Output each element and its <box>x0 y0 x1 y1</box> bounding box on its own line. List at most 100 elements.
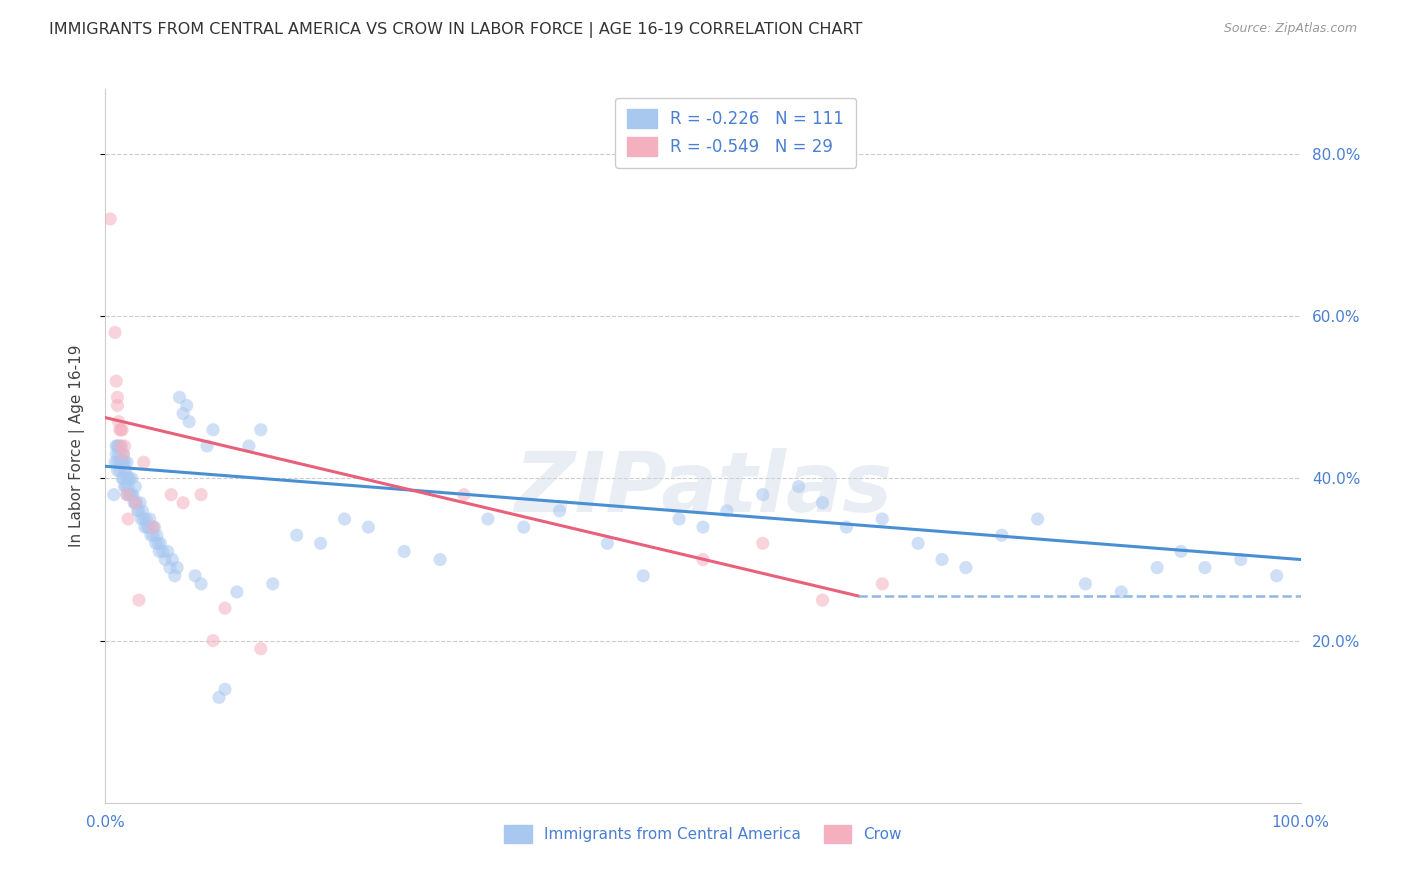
Text: Source: ZipAtlas.com: Source: ZipAtlas.com <box>1223 22 1357 36</box>
Point <box>105 374 128 388</box>
Point <box>110 455 132 469</box>
Point <box>190 577 212 591</box>
Point <box>477 512 499 526</box>
Point <box>250 641 273 656</box>
Point <box>117 512 139 526</box>
Point <box>429 552 451 566</box>
Point <box>117 479 139 493</box>
Point <box>114 479 136 493</box>
Point <box>285 528 308 542</box>
Point <box>1229 552 1251 566</box>
Point <box>163 568 186 582</box>
Point <box>309 536 332 550</box>
Point <box>1111 585 1133 599</box>
Point <box>751 536 773 550</box>
Point <box>811 496 834 510</box>
Point <box>907 536 929 550</box>
Point <box>872 577 894 591</box>
Point <box>146 536 169 550</box>
Point <box>112 455 135 469</box>
Point <box>115 488 138 502</box>
Point <box>195 439 218 453</box>
Point <box>548 504 571 518</box>
Point <box>153 552 177 566</box>
Point <box>955 560 977 574</box>
Point <box>172 407 194 421</box>
Point <box>125 496 148 510</box>
Point <box>184 568 207 582</box>
Point <box>132 455 155 469</box>
Point <box>146 528 169 542</box>
Point <box>751 488 773 502</box>
Point <box>117 471 139 485</box>
Point <box>156 544 179 558</box>
Point <box>110 423 132 437</box>
Point <box>114 463 136 477</box>
Point <box>107 439 129 453</box>
Point <box>162 552 184 566</box>
Point <box>176 399 198 413</box>
Point <box>166 560 188 574</box>
Point <box>107 390 129 404</box>
Point <box>238 439 260 453</box>
Point <box>1026 512 1049 526</box>
Y-axis label: In Labor Force | Age 16-19: In Labor Force | Age 16-19 <box>69 344 84 548</box>
Point <box>225 585 249 599</box>
Point <box>105 439 128 453</box>
Point <box>107 447 129 461</box>
Point <box>98 211 121 226</box>
Point <box>103 488 125 502</box>
Point <box>132 512 155 526</box>
Point <box>142 520 165 534</box>
Point <box>931 552 953 566</box>
Point <box>333 512 356 526</box>
Point <box>114 463 136 477</box>
Point <box>120 488 142 502</box>
Point <box>1170 544 1192 558</box>
Point <box>128 504 150 518</box>
Point <box>142 528 165 542</box>
Point <box>214 682 236 697</box>
Point <box>202 423 225 437</box>
Point <box>190 488 212 502</box>
Point <box>1146 560 1168 574</box>
Point <box>107 399 129 413</box>
Point <box>118 471 141 485</box>
Point <box>128 593 150 607</box>
Text: ZIPatlas: ZIPatlas <box>515 449 891 529</box>
Point <box>145 536 167 550</box>
Point <box>1074 577 1097 591</box>
Point <box>108 423 131 437</box>
Point <box>115 471 138 485</box>
Point <box>108 463 131 477</box>
Point <box>121 471 143 485</box>
Point <box>107 415 129 429</box>
Point <box>692 552 714 566</box>
Point <box>110 447 132 461</box>
Point <box>143 520 166 534</box>
Point <box>108 455 131 469</box>
Point <box>131 504 153 518</box>
Point <box>262 577 284 591</box>
Point <box>104 326 127 340</box>
Point <box>138 520 160 534</box>
Point <box>136 520 159 534</box>
Point <box>392 544 416 558</box>
Point <box>112 447 135 461</box>
Point <box>114 479 136 493</box>
Point <box>122 496 145 510</box>
Point <box>159 560 181 574</box>
Point <box>111 423 134 437</box>
Point <box>107 439 129 453</box>
Point <box>835 520 858 534</box>
Point <box>172 496 194 510</box>
Point <box>121 488 143 502</box>
Point <box>214 601 236 615</box>
Point <box>138 512 160 526</box>
Point <box>110 439 132 453</box>
Point <box>112 447 135 461</box>
Point <box>122 488 145 502</box>
Legend: Immigrants from Central America, Crow: Immigrants from Central America, Crow <box>498 819 908 848</box>
Point <box>148 544 170 558</box>
Point <box>811 593 834 607</box>
